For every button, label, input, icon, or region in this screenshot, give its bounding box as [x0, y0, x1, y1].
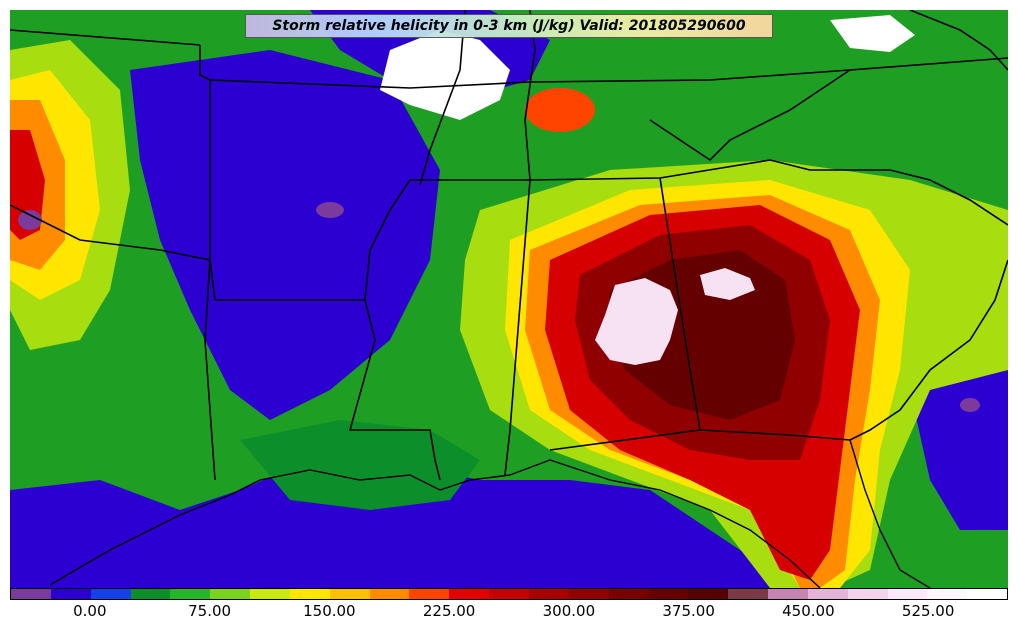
colorbar-tick-label: 300.00 [542, 602, 596, 620]
field-purple-1 [316, 202, 344, 218]
field-white-north [380, 30, 510, 120]
colorbar-segment [329, 589, 370, 599]
colorbar-segment [11, 589, 51, 599]
colorbar-segment [568, 589, 609, 599]
colorbar-segment [90, 589, 131, 599]
colorbar [10, 588, 1008, 600]
colorbar-segment [528, 589, 569, 599]
coastline [49, 439, 931, 588]
colorbar-tick-label: 450.00 [782, 602, 835, 620]
colorbar-tick-label: 375.00 [662, 602, 715, 620]
colorbar-tick-label: 75.00 [188, 602, 232, 620]
map-canvas [10, 10, 1008, 588]
field-blue-gulf [10, 460, 810, 588]
colorbar-segment [250, 589, 290, 599]
colorbar-tick-label: 150.00 [303, 602, 356, 620]
colorbar-segment [489, 589, 529, 599]
colorbar-segment [768, 589, 808, 599]
colorbar-ticks: 0.00 75.00 150.00 225.00 300.00 375.00 450.00 5… [10, 600, 1008, 630]
colorbar-tick-label: 525.00 [901, 602, 955, 620]
colorbar-segment [728, 589, 769, 599]
colorbar-segment [289, 589, 330, 599]
colorbar-segment [449, 589, 490, 599]
field-purple-2 [960, 398, 980, 412]
field-orange-north [525, 88, 595, 132]
colorbar-tick-label: 225.00 [422, 602, 476, 620]
field-max-white-2 [700, 268, 755, 300]
colorbar-segment [50, 589, 91, 599]
colorbar-segment [967, 589, 1008, 599]
colorbar-segment [369, 589, 410, 599]
field-green-gulf [240, 420, 480, 510]
colorbar-segment [847, 589, 888, 599]
colorbar-segment [210, 589, 251, 599]
field-blue-southeast [910, 370, 1008, 530]
map-title-box: Storm relative helicity in 0-3 km (J/kg)… [245, 14, 773, 38]
colorbar-segment [648, 589, 689, 599]
state-boundaries [10, 10, 1008, 481]
colorbar-segment [608, 589, 649, 599]
colorbar-segment [927, 589, 968, 599]
colorbar-tick-label: 0.00 [73, 602, 107, 620]
colorbar-segment [130, 589, 171, 599]
field-white-northeast [830, 15, 915, 52]
colorbar-segment [409, 589, 450, 599]
colorbar-segment [887, 589, 928, 599]
colorbar-segment [170, 589, 211, 599]
colorbar-segment [807, 589, 848, 599]
field-blue-west [130, 50, 440, 420]
field-purple-3 [18, 210, 42, 230]
map-title: Storm relative helicity in 0-3 km (J/kg)… [272, 18, 746, 34]
field-max-white [595, 278, 678, 365]
colorbar-segment [688, 589, 729, 599]
